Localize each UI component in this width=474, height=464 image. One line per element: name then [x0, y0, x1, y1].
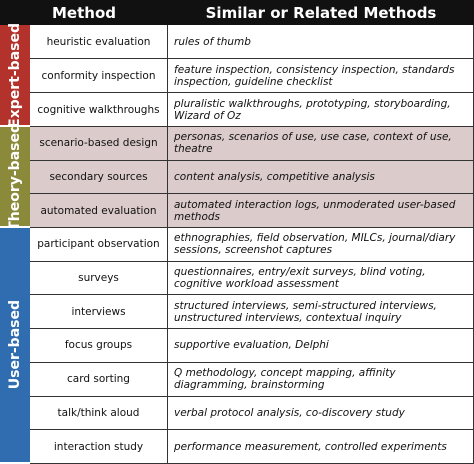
- group-label-text: User-based: [7, 300, 23, 390]
- similar-cell-text: supportive evaluation, Delphi: [174, 339, 329, 352]
- similar-cell-text: personas, scenarios of use, use case, co…: [174, 131, 452, 156]
- similar-cell-text: performance measurement, controlled expe…: [174, 440, 447, 453]
- similar-cell: Q methodology, concept mapping, affinity…: [168, 362, 474, 397]
- similar-cell-text: feature inspection, consistency inspecti…: [174, 63, 455, 88]
- method-cell-text: card sorting: [67, 373, 130, 386]
- method-cell: interviews: [30, 295, 168, 330]
- method-cell-text: heuristic evaluation: [46, 35, 151, 48]
- method-cell-text: focus groups: [64, 339, 133, 352]
- similar-cell: rules of thumb: [168, 25, 474, 59]
- similar-cell-text: verbal protocol analysis, co-discovery s…: [174, 406, 405, 419]
- method-cell-text: surveys: [78, 272, 119, 285]
- similar-cell: ethnographies, field observation, MILCs,…: [168, 228, 474, 262]
- group-label: Expert-based: [0, 22, 30, 128]
- similar-cell-text: structured interviews, semi-structured i…: [174, 299, 437, 324]
- similar-cell-text: Q methodology, concept mapping, affinity…: [174, 367, 396, 392]
- method-cell: secondary sources: [30, 160, 168, 195]
- method-cell: conformity inspection: [30, 59, 168, 93]
- similar-cell-text: questionnaires, entry/exit surveys, blin…: [174, 266, 426, 291]
- method-cell: card sorting: [30, 362, 168, 397]
- group-label-text: Expert-based: [7, 22, 23, 128]
- method-cell-text: conformity inspection: [41, 69, 156, 82]
- header-method: Method: [0, 0, 168, 25]
- method-cell: surveys: [30, 261, 168, 296]
- header-similar: Similar or Related Methods: [168, 0, 474, 25]
- similar-cell: automated interaction logs, unmoderated …: [168, 194, 474, 228]
- similar-cell: content analysis, competitive analysis: [168, 160, 474, 195]
- method-cell-text: automated evaluation: [40, 204, 157, 217]
- method-cell-text: interaction study: [53, 440, 144, 453]
- method-cell-text: secondary sources: [49, 170, 148, 183]
- method-cell: automated evaluation: [30, 194, 168, 228]
- method-cell-text: scenario-based design: [39, 137, 158, 150]
- similar-cell-text: rules of thumb: [174, 35, 251, 48]
- method-cell-text: talk/think aloud: [57, 406, 140, 419]
- method-cell: heuristic evaluation: [30, 25, 168, 59]
- similar-cell-text: ethnographies, field observation, MILCs,…: [174, 232, 456, 257]
- method-cell: cognitive walkthroughs: [30, 93, 168, 127]
- similar-cell: personas, scenarios of use, use case, co…: [168, 127, 474, 161]
- similar-cell: verbal protocol analysis, co-discovery s…: [168, 396, 474, 431]
- group-label: Theory-based: [0, 123, 30, 230]
- group-label: User-based: [0, 228, 30, 464]
- method-cell-text: interviews: [71, 305, 126, 318]
- method-cell: talk/think aloud: [30, 396, 168, 431]
- similar-cell: pluralistic walkthroughs, prototyping, s…: [168, 93, 474, 127]
- method-cell: scenario-based design: [30, 127, 168, 161]
- similar-cell: performance measurement, controlled expe…: [168, 430, 474, 464]
- similar-cell: questionnaires, entry/exit surveys, blin…: [168, 261, 474, 296]
- similar-cell-text: pluralistic walkthroughs, prototyping, s…: [174, 97, 451, 122]
- method-cell: interaction study: [30, 430, 168, 464]
- method-cell-text: cognitive walkthroughs: [37, 103, 160, 116]
- group-label-text: Theory-based: [7, 122, 23, 231]
- similar-cell-text: automated interaction logs, unmoderated …: [174, 198, 456, 223]
- similar-cell: supportive evaluation, Delphi: [168, 329, 474, 363]
- similar-cell-text: content analysis, competitive analysis: [174, 170, 375, 183]
- similar-cell: feature inspection, consistency inspecti…: [168, 59, 474, 93]
- similar-cell: structured interviews, semi-structured i…: [168, 295, 474, 330]
- method-cell-text: participant observation: [37, 238, 160, 251]
- method-cell: participant observation: [30, 228, 168, 262]
- method-cell: focus groups: [30, 329, 168, 363]
